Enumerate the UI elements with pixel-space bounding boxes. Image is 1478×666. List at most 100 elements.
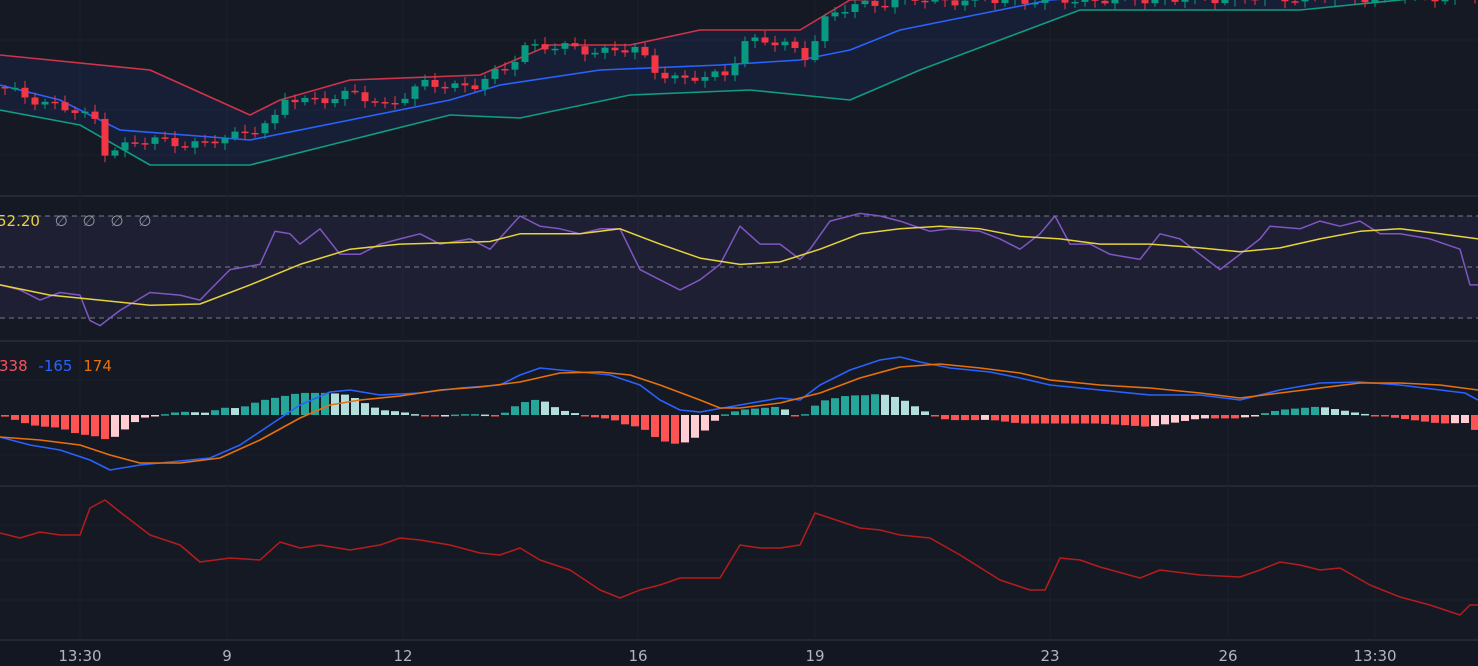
- candle: [1361, 0, 1369, 3]
- macd-histogram-bar: [1081, 415, 1089, 424]
- candle: [881, 5, 889, 8]
- bollinger-lower-line: [0, 0, 1407, 166]
- macd-histogram-bar: [1161, 415, 1169, 425]
- macd-histogram-bar: [1341, 410, 1349, 415]
- macd-histogram-bar: [801, 414, 809, 416]
- candle: [1371, 0, 1379, 3]
- macd-histogram-bar: [411, 414, 419, 416]
- macd-histogram-bar: [901, 400, 909, 415]
- candle: [201, 141, 209, 143]
- time-axis-background: [0, 641, 1478, 666]
- macd-histogram-bar: [731, 411, 739, 415]
- macd-histogram-bar: [111, 415, 119, 437]
- macd-histogram-bar: [371, 407, 379, 415]
- rsi-pane[interactable]: [0, 212, 1478, 327]
- macd-histogram-bar: [1451, 415, 1459, 424]
- macd-histogram-bar: [1431, 415, 1439, 423]
- macd-histogram-bar: [1041, 415, 1049, 424]
- candle: [521, 45, 529, 62]
- candle: [21, 87, 29, 98]
- macd-histogram-bar: [1381, 415, 1389, 417]
- macd-legend-macd: -165: [38, 357, 73, 375]
- candle: [671, 75, 679, 79]
- candle: [51, 101, 59, 104]
- candle: [571, 43, 579, 47]
- candle: [851, 4, 859, 13]
- macd-histogram-bar: [121, 415, 129, 430]
- macd-histogram-bar: [831, 398, 839, 415]
- rsi-legend-value: 52.20: [0, 212, 40, 230]
- candle: [541, 44, 549, 50]
- macd-histogram-bar: [1111, 415, 1119, 425]
- macd-histogram-bar: [631, 415, 639, 427]
- macd-histogram-bar: [451, 414, 459, 417]
- macd-histogram-bar: [1471, 415, 1478, 430]
- candle: [1301, 0, 1309, 2]
- candle: [771, 42, 779, 46]
- macd-histogram-bar: [771, 406, 779, 415]
- candle: [931, 0, 939, 2]
- candle: [1181, 0, 1189, 2]
- macd-histogram-bar: [381, 410, 389, 415]
- candle: [871, 0, 879, 6]
- candle: [731, 63, 739, 76]
- macd-histogram-bar: [1141, 415, 1149, 427]
- candle: [371, 101, 379, 103]
- macd-histogram-bar: [461, 414, 469, 416]
- time-axis[interactable]: 13:30 9 12 16 19 23 26 13:30: [0, 641, 1478, 666]
- macd-histogram-bar: [691, 415, 699, 438]
- candle: [391, 102, 399, 105]
- macd-histogram-bar: [661, 415, 669, 442]
- macd-histogram-bar: [1001, 415, 1009, 422]
- macd-histogram-bar: [311, 392, 319, 415]
- candle: [781, 41, 789, 46]
- candle: [831, 12, 839, 17]
- macd-histogram-bar: [1441, 415, 1449, 424]
- macd-histogram-bar: [1251, 415, 1259, 417]
- bollinger-basis-line: [0, 0, 1062, 141]
- macd-histogram-bar: [531, 399, 539, 415]
- macd-histogram-bar: [861, 395, 869, 415]
- macd-histogram-bar: [341, 394, 349, 415]
- macd-histogram-bar: [181, 411, 189, 415]
- rsi-legend-empty-4: ∅: [138, 212, 152, 230]
- macd-histogram-bar: [1461, 415, 1469, 424]
- candle: [1291, 1, 1299, 3]
- price-pane[interactable]: [0, 0, 1478, 166]
- macd-pane[interactable]: [0, 356, 1478, 471]
- macd-histogram-bar: [621, 415, 629, 425]
- macd-histogram-bar: [401, 412, 409, 415]
- candle: [441, 86, 449, 89]
- candle: [811, 41, 819, 61]
- macd-histogram-bar: [1011, 415, 1019, 423]
- macd-histogram-bar: [51, 415, 59, 428]
- candle: [681, 75, 689, 78]
- macd-histogram-bar: [711, 415, 719, 421]
- candle: [141, 143, 149, 145]
- macd-histogram-bar: [591, 415, 599, 418]
- candle: [1, 87, 9, 89]
- signal-line: [0, 363, 1478, 464]
- candle: [561, 43, 569, 49]
- candle: [331, 99, 339, 104]
- candle: [551, 48, 559, 51]
- macd-histogram-bar: [681, 415, 689, 443]
- candle: [341, 90, 349, 100]
- macd-histogram-bar: [951, 415, 959, 421]
- candle: [321, 98, 329, 104]
- macd-histogram-bar: [891, 396, 899, 415]
- candle: [701, 77, 709, 81]
- candle: [1441, 0, 1449, 2]
- rsi-legend-empty-3: ∅: [110, 212, 124, 230]
- candle: [1431, 0, 1439, 2]
- macd-histogram-bar: [1051, 415, 1059, 424]
- macd-histogram-bar: [211, 410, 219, 415]
- candle: [411, 86, 419, 99]
- candle: [661, 72, 669, 79]
- candle: [761, 37, 769, 43]
- indicator-pane[interactable]: [0, 499, 1478, 616]
- macd-histogram-bar: [101, 415, 109, 440]
- time-axis-label: 19: [805, 647, 824, 665]
- macd-histogram-bar: [41, 415, 49, 427]
